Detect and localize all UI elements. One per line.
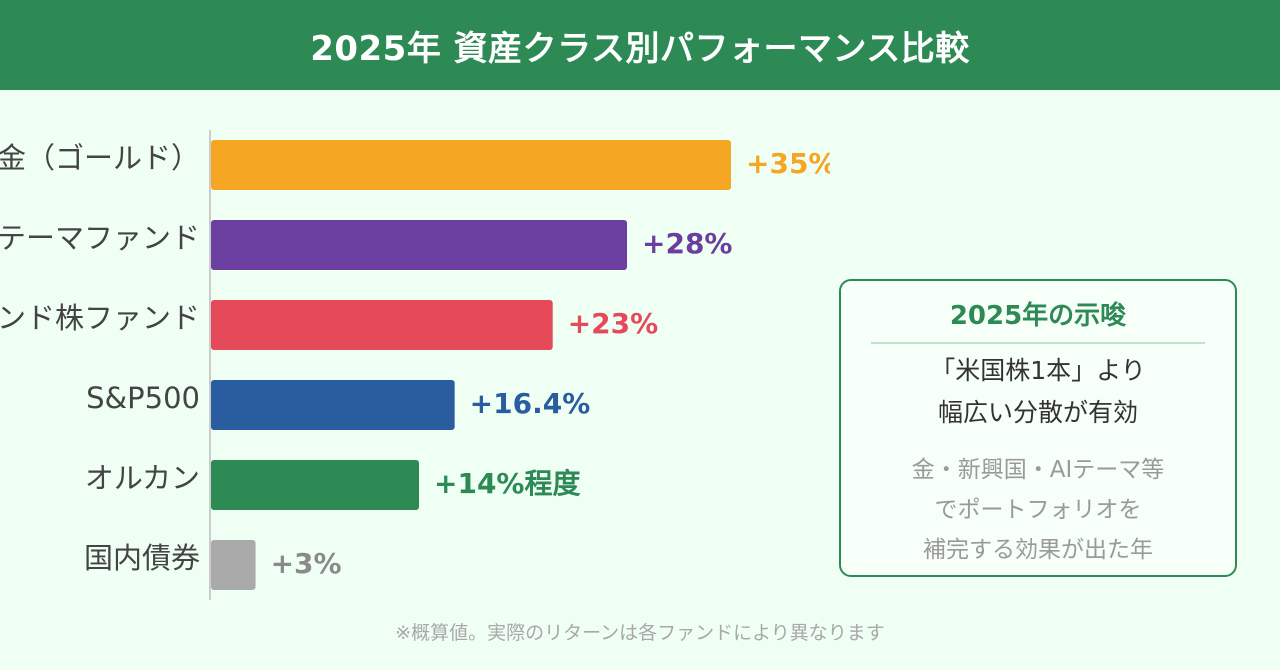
bar (211, 460, 419, 510)
bar-chart: 金（ゴールド） +35% AIテーマファンド +28% インド株ファンド +23% S&P5… (0, 130, 830, 600)
value-label: +16.4% (470, 387, 591, 420)
category-label: S&P500 (86, 381, 200, 415)
bar (211, 300, 553, 350)
value-label: +28% (642, 227, 732, 260)
value-label: +23% (568, 307, 658, 340)
category-label: 国内債券 (84, 541, 200, 575)
bar (211, 380, 455, 430)
bar (211, 140, 731, 190)
value-label: +35% (746, 147, 830, 180)
insight-main-line: 「米国株1本」より (930, 356, 1146, 385)
insight-sub: 金・新興国・AIテーマ等 でポートフォリオを 補完する効果が出た年 (841, 450, 1235, 570)
bar (211, 540, 256, 590)
insight-sub-line: 金・新興国・AIテーマ等 (911, 457, 1165, 483)
insight-sub-line: 補完する効果が出た年 (923, 537, 1153, 563)
category-label: 金（ゴールド） (0, 141, 200, 175)
insight-main-line: 幅広い分散が有効 (937, 398, 1138, 427)
insight-sub-line: でポートフォリオを (934, 497, 1142, 523)
chart-title: 2025年 資産クラス別パフォーマンス比較 (0, 0, 1280, 90)
value-label: +14%程度 (434, 467, 580, 500)
bar (211, 220, 627, 270)
footnote: ※概算値。実際のリターンは各ファンドにより異なります (395, 622, 885, 644)
insight-box: 2025年の示唆 「米国株1本」より 幅広い分散が有効 金・新興国・AIテーマ等… (839, 279, 1237, 577)
insight-main: 「米国株1本」より 幅広い分散が有効 (841, 350, 1235, 434)
insight-title: 2025年の示唆 (871, 295, 1205, 344)
category-label: オルカン (85, 461, 200, 495)
value-label: +3% (271, 547, 342, 580)
category-label: インド株ファンド (0, 301, 200, 335)
category-label: AIテーマファンド (0, 221, 200, 255)
